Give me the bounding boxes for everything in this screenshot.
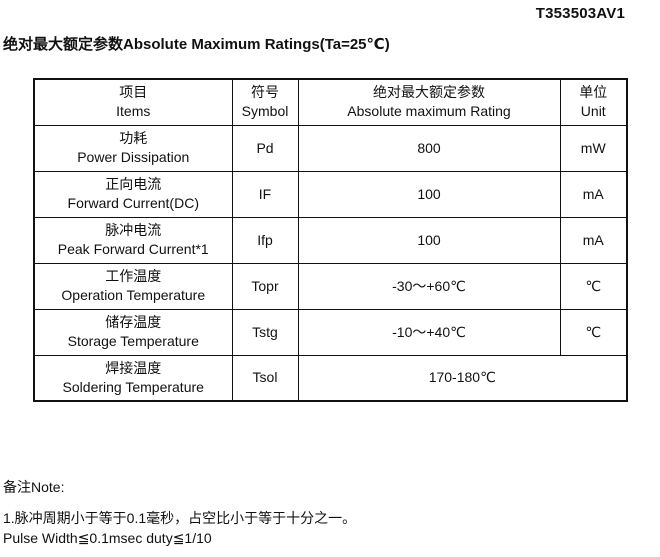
item-zh: 功耗 — [119, 130, 148, 146]
part-number: T353503AV1 — [535, 5, 625, 22]
column-header-unit: 单位 Unit — [559, 78, 628, 126]
symbol-cell: Ifp — [231, 216, 299, 264]
table-row-power-dissipation: 功耗 Power Dissipation Pd 800 mW — [33, 124, 628, 172]
unit-cell: mW — [559, 124, 628, 172]
table-row-forward-current: 正向电流 Forward Current(DC) IF 100 mA — [33, 170, 628, 218]
item-cell: 储存温度 Storage Temperature — [33, 308, 233, 356]
item-en: Storage Temperature — [67, 333, 199, 349]
item-zh: 工作温度 — [105, 268, 162, 284]
rating-cell: 800 — [297, 124, 561, 172]
unit-cell: ℃ — [559, 262, 628, 310]
item-zh: 储存温度 — [105, 314, 162, 330]
item-en: Power Dissipation — [77, 149, 190, 165]
header-rating-zh: 绝对最大额定参数 — [373, 84, 485, 101]
table-row-storage-temperature: 储存温度 Storage Temperature Tstg -10～+40℃ ℃ — [33, 308, 628, 356]
note-line-zh: 1.脉冲周期小于等于0.1毫秒，占空比小于等于十分之一。 — [3, 510, 357, 526]
item-cell: 正向电流 Forward Current(DC) — [33, 170, 233, 218]
header-unit-zh: 单位 — [579, 84, 608, 101]
rating-cell: 100 — [297, 216, 561, 264]
item-en: Operation Temperature — [61, 287, 206, 303]
table-row-operation-temperature: 工作温度 Operation Temperature Topr -30～+60℃… — [33, 262, 628, 310]
note-line-en: Pulse Width≦0.1msec duty≦1/10 — [3, 530, 212, 546]
item-cell: 焊接温度 Soldering Temperature — [33, 354, 233, 402]
rating-cell: 100 — [297, 170, 561, 218]
table-row-soldering-temperature: 焊接温度 Soldering Temperature Tsol 170-180℃ — [33, 354, 628, 402]
symbol-cell: Pd — [231, 124, 299, 172]
symbol-cell: Topr — [231, 262, 299, 310]
notes-label: 备注Note: — [3, 479, 65, 495]
unit-cell: mA — [559, 170, 628, 218]
header-symbol-en: Symbol — [241, 103, 289, 120]
rating-cell-merged: 170-180℃ — [297, 354, 628, 402]
item-zh: 脉冲电流 — [105, 222, 162, 238]
header-rating-en: Absolute maximum Rating — [347, 103, 511, 120]
item-en: Peak Forward Current*1 — [57, 241, 209, 257]
column-header-symbol: 符号 Symbol — [231, 78, 299, 126]
item-cell: 工作温度 Operation Temperature — [33, 262, 233, 310]
symbol-cell: IF — [231, 170, 299, 218]
unit-cell: mA — [559, 216, 628, 264]
symbol-cell: Tsol — [231, 354, 299, 402]
item-zh: 正向电流 — [105, 176, 162, 192]
header-items-zh: 项目 — [119, 84, 148, 101]
header-symbol-zh: 符号 — [251, 84, 279, 101]
rating-cell: -30～+60℃ — [297, 262, 561, 310]
symbol-cell: Tstg — [231, 308, 299, 356]
item-en: Forward Current(DC) — [67, 195, 199, 211]
notes-section: 备注Note: 1.脉冲周期小于等于0.1毫秒，占空比小于等于十分之一。 Pul… — [3, 478, 356, 548]
table-header-row: 项目 Items 符号 Symbol 绝对最大额定参数 Absolute max… — [33, 78, 628, 126]
header-unit-en: Unit — [580, 103, 606, 120]
column-header-items: 项目 Items — [33, 78, 233, 126]
item-cell: 功耗 Power Dissipation — [33, 124, 233, 172]
table-row-peak-forward-current: 脉冲电流 Peak Forward Current*1 Ifp 100 mA — [33, 216, 628, 264]
header-items-en: Items — [116, 103, 151, 120]
rating-cell: -10～+40℃ — [297, 308, 561, 356]
item-cell: 脉冲电流 Peak Forward Current*1 — [33, 216, 233, 264]
item-en: Soldering Temperature — [62, 378, 204, 395]
item-zh: 焊接温度 — [105, 359, 162, 376]
unit-cell: ℃ — [559, 308, 628, 356]
absolute-maximum-ratings-table: 项目 Items 符号 Symbol 绝对最大额定参数 Absolute max… — [33, 78, 628, 402]
column-header-rating: 绝对最大额定参数 Absolute maximum Rating — [297, 78, 561, 126]
page-title: 绝对最大额定参数Absolute Maximum Ratings(Ta=25℃) — [3, 36, 390, 53]
